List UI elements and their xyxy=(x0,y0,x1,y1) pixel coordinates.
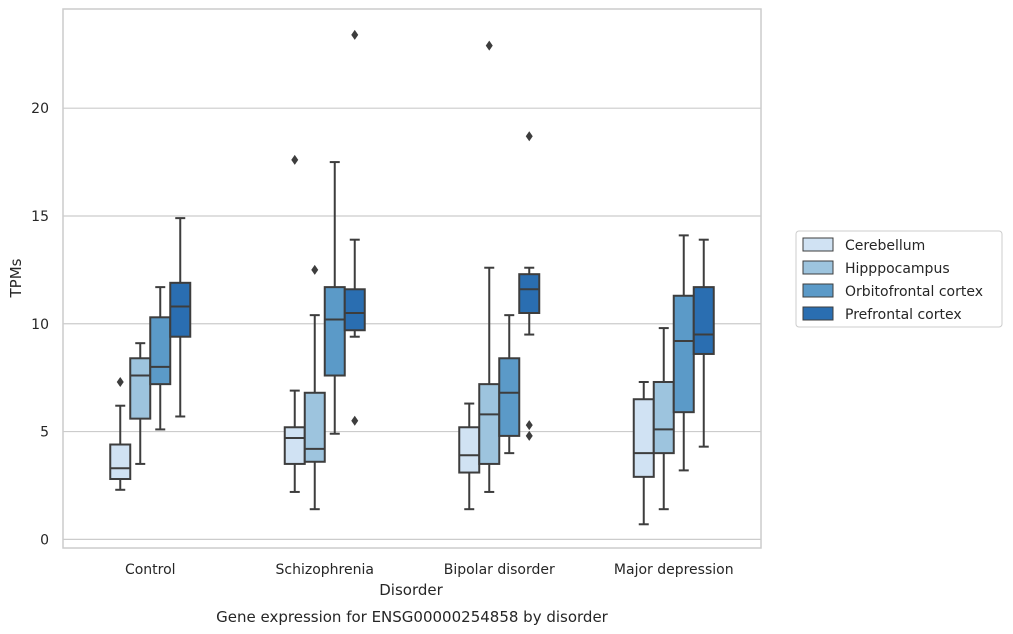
legend-swatch xyxy=(802,306,834,321)
x-tick-labels: Control Schizophrenia Bipolar disorder Majo… xyxy=(125,562,734,578)
box-1-2 xyxy=(478,266,501,493)
outlier-point xyxy=(351,415,359,426)
plot-frame xyxy=(62,8,762,549)
box-iqr xyxy=(283,426,306,465)
box-iqr xyxy=(343,288,366,332)
outlier-point xyxy=(311,264,319,275)
legend-label: Orbitofrontal cortex xyxy=(845,284,983,300)
outlier-point xyxy=(525,430,533,441)
x-tick-label: Schizophrenia xyxy=(276,562,374,578)
box-1-1 xyxy=(303,264,326,511)
box-2-0 xyxy=(149,286,172,431)
outlier-point xyxy=(485,40,493,51)
box-iqr xyxy=(518,273,541,314)
x-tick-label: Bipolar disorder xyxy=(444,562,555,578)
y-axis-label: TPMs xyxy=(7,258,25,298)
box-3-2 xyxy=(518,131,541,441)
box-iqr xyxy=(458,426,481,474)
box-iqr xyxy=(169,281,192,338)
legend-label: Prefrontal cortex xyxy=(845,307,962,323)
box-1-3 xyxy=(652,327,675,511)
y-tick-label: 10 xyxy=(31,317,49,333)
y-tick-label: 20 xyxy=(31,101,49,117)
box-iqr xyxy=(109,443,132,481)
outlier-point xyxy=(525,420,533,431)
box-groups xyxy=(109,29,715,526)
box-2-1 xyxy=(323,161,346,435)
y-tick-label: 0 xyxy=(40,532,49,548)
box-iqr xyxy=(498,357,521,437)
y-tick-labels: 0 5 10 15 20 xyxy=(31,101,49,548)
legend-label: Cerebellum xyxy=(845,238,925,254)
box-iqr xyxy=(129,357,152,420)
box-iqr xyxy=(632,398,655,478)
y-tick-label: 15 xyxy=(31,209,49,225)
box-3-1 xyxy=(343,29,366,426)
box-iqr xyxy=(672,294,695,414)
outlier-point xyxy=(351,29,359,40)
box-0-0 xyxy=(109,376,132,491)
legend: Cerebellum Hipppocampus Orbitofrontal cort… xyxy=(795,230,1003,328)
box-iqr xyxy=(478,383,501,465)
box-iqr xyxy=(692,286,715,355)
y-tick-label: 5 xyxy=(40,425,49,441)
x-tick-label: Control xyxy=(125,562,176,578)
box-2-2 xyxy=(498,314,521,455)
x-axis-label: Disorder xyxy=(379,581,443,599)
legend-swatch xyxy=(802,237,834,252)
box-iqr xyxy=(652,380,675,455)
box-3-3 xyxy=(692,238,715,448)
box-0-1 xyxy=(283,154,306,493)
legend-swatch xyxy=(802,283,834,298)
x-tick-label: Major depression xyxy=(614,562,734,578)
box-iqr xyxy=(149,316,172,386)
legend-swatch xyxy=(802,260,834,275)
box-1-0 xyxy=(129,342,152,465)
legend-frame xyxy=(795,230,1003,328)
box-2-3 xyxy=(672,234,695,472)
box-3-0 xyxy=(169,217,192,418)
box-iqr xyxy=(323,286,346,377)
box-iqr xyxy=(303,391,326,463)
outlier-point xyxy=(291,154,299,165)
box-0-2 xyxy=(458,402,481,511)
legend-label: Hipppocampus xyxy=(845,261,950,277)
chart-title: Gene expression for ENSG00000254858 by d… xyxy=(216,608,609,626)
outlier-point xyxy=(116,376,124,387)
outlier-point xyxy=(525,131,533,142)
box-0-3 xyxy=(632,380,655,526)
